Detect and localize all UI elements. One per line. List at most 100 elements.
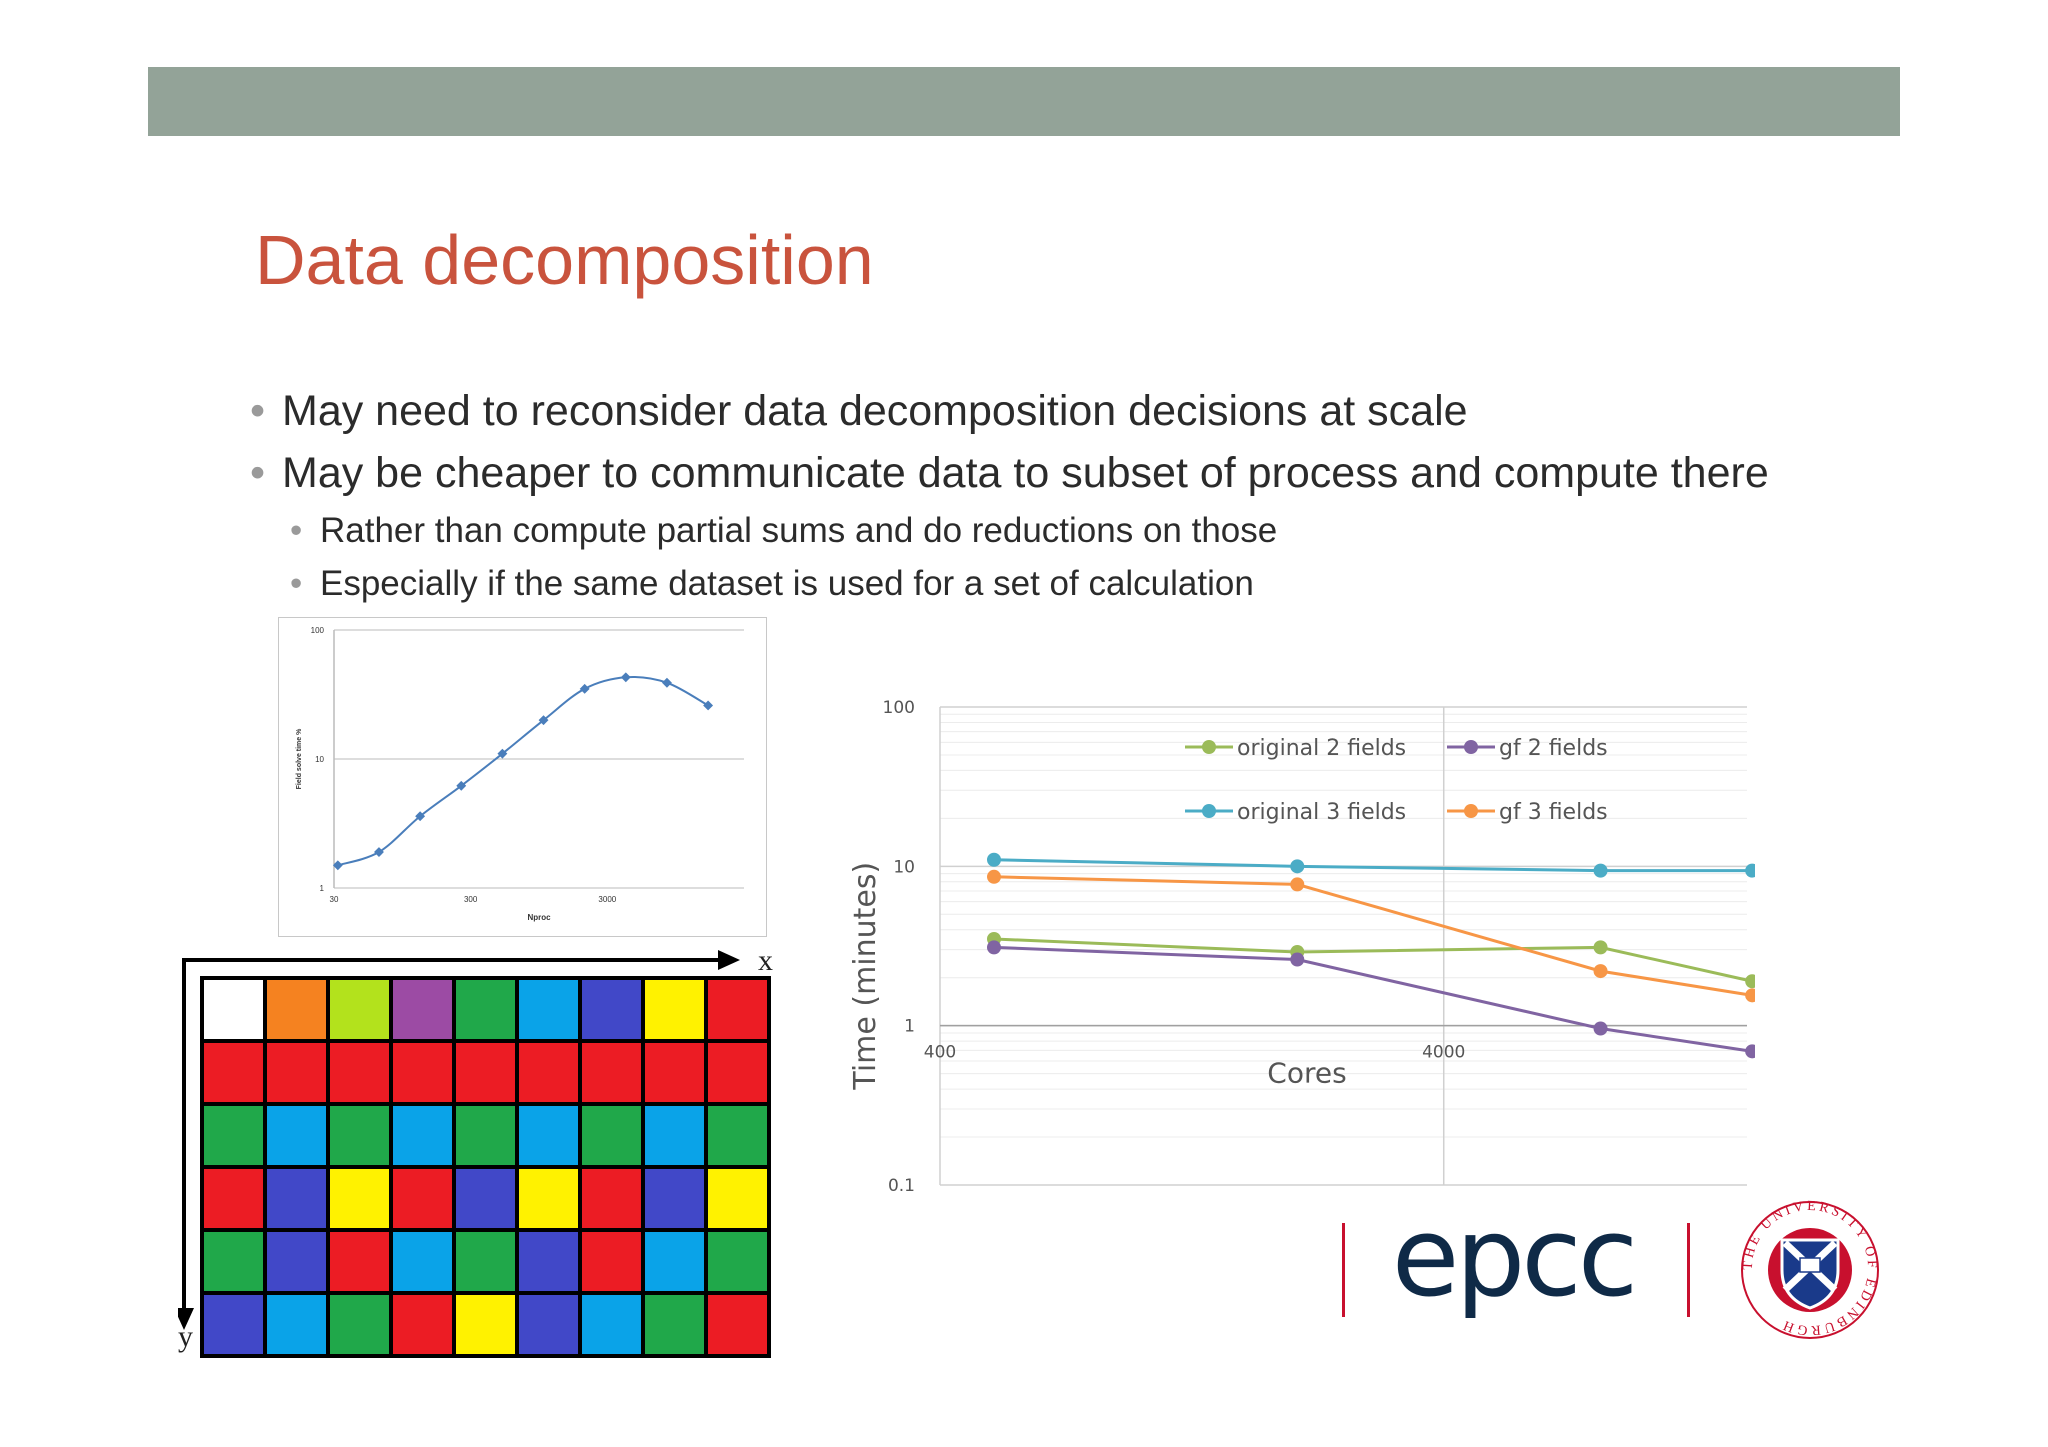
logo-wordmark: epcc xyxy=(1392,1193,1634,1321)
y-tick-label: 1 xyxy=(904,1017,915,1037)
logo-bar-left xyxy=(1342,1223,1345,1317)
bullet-dot: • xyxy=(250,387,266,435)
grid-cell xyxy=(200,1228,267,1295)
data-point xyxy=(662,677,672,688)
grid-cell xyxy=(578,1165,645,1232)
grid-cell xyxy=(641,1228,708,1295)
grid-cell xyxy=(200,1102,267,1169)
bullet-item: • May be cheaper to communicate data to s… xyxy=(250,442,1950,504)
grid-cell xyxy=(704,1291,771,1358)
y-arrow-head xyxy=(174,1308,194,1330)
data-point xyxy=(1745,988,1760,1003)
legend-label: original 2 fields xyxy=(1237,736,1406,761)
legend-label: gf 2 fields xyxy=(1499,736,1608,761)
sub-bullet-text: Especially if the same dataset is used f… xyxy=(320,564,1254,603)
x-tick-label: 4000 xyxy=(1422,1043,1465,1063)
grid-cell xyxy=(389,1039,456,1106)
grid-cell xyxy=(641,1039,708,1106)
grid-cell xyxy=(515,1228,582,1295)
grid-cell xyxy=(263,1228,330,1295)
bullet-dot: • xyxy=(290,564,303,603)
data-point xyxy=(1593,1021,1608,1036)
crest-book xyxy=(1799,1257,1821,1273)
grid-cell xyxy=(389,1228,456,1295)
x-axis-title: Cores xyxy=(1267,1057,1346,1090)
grid-cell xyxy=(263,1291,330,1358)
field-solve-chart: 1 10 100 30 300 3000 Nproc Field solve time % xyxy=(278,617,767,937)
data-point xyxy=(1593,940,1608,955)
grid-cell xyxy=(704,1228,771,1295)
grid-cell xyxy=(452,1291,519,1358)
grid-cell xyxy=(515,976,582,1043)
grid-cell xyxy=(326,976,393,1043)
grid-cell xyxy=(641,1165,708,1232)
epcc-logo-svg: epcc THE UNIVERSITY OF EDINBURGH xyxy=(1342,1193,1879,1339)
data-point xyxy=(1290,877,1305,892)
data-point xyxy=(1593,964,1608,979)
grid-cell xyxy=(326,1165,393,1232)
data-point xyxy=(538,715,549,726)
bullet-dot: • xyxy=(290,511,303,550)
legend-label: original 3 fields xyxy=(1237,800,1406,825)
grid-cell xyxy=(452,1102,519,1169)
legend-swatch-marker xyxy=(1464,804,1478,818)
x-tick-label: 30 xyxy=(330,895,339,904)
grid-cell xyxy=(200,976,267,1043)
data-point xyxy=(1290,952,1305,967)
bullet-list: • May need to reconsider data decompositi… xyxy=(250,380,1950,610)
grid-cell xyxy=(263,1039,330,1106)
grid-cell xyxy=(200,1039,267,1106)
grid-cell xyxy=(326,1228,393,1295)
grid-cell xyxy=(704,1102,771,1169)
grid-cell xyxy=(326,1039,393,1106)
legend-label: gf 3 fields xyxy=(1499,800,1608,825)
y-tick-label: 1 xyxy=(320,884,325,893)
grid-cell xyxy=(641,1102,708,1169)
grid-cell xyxy=(641,1291,708,1358)
bullet-text: May need to reconsider data decompositio… xyxy=(282,387,1468,435)
grid-cell xyxy=(641,976,708,1043)
y-tick-label: 10 xyxy=(315,755,324,764)
series-line xyxy=(993,858,1753,873)
seal-outer-ring xyxy=(1741,1201,1879,1339)
grid-cell xyxy=(452,976,519,1043)
timing-chart-svg: 0.1 1 10 100 400 4000 Cores Time (minutes) origi… xyxy=(848,698,1760,1196)
data-point xyxy=(579,683,590,694)
grid-cell xyxy=(578,1039,645,1106)
x-axis-title: Nproc xyxy=(527,913,551,922)
epcc-logo: epcc THE UNIVERSITY OF EDINBURGH xyxy=(1335,1185,1915,1355)
data-point xyxy=(1745,974,1760,989)
x-tick-label: 3000 xyxy=(598,895,616,904)
sub-bullet-item: • Rather than compute partial sums and do… xyxy=(250,504,1950,557)
grid-cell xyxy=(200,1291,267,1358)
x-tick-label: 400 xyxy=(924,1043,956,1063)
legend-swatch-marker xyxy=(1464,740,1478,754)
grid-cell xyxy=(452,1228,519,1295)
x-axis-label: x xyxy=(758,946,773,977)
data-point xyxy=(987,940,1002,955)
bullet-dot: • xyxy=(250,449,266,497)
grid-cell xyxy=(515,1102,582,1169)
data-point xyxy=(620,672,631,683)
grid-cell xyxy=(452,1039,519,1106)
data-point xyxy=(987,852,1002,867)
data-point xyxy=(497,748,508,759)
grid-cell xyxy=(263,1102,330,1169)
bullet-item: • May need to reconsider data decompositi… xyxy=(250,380,1950,442)
grid-cell xyxy=(389,1291,456,1358)
grid-cell xyxy=(704,976,771,1043)
bullet-text: May be cheaper to communicate data to su… xyxy=(282,449,1769,497)
grid-cell xyxy=(389,1102,456,1169)
series-line xyxy=(993,937,1753,983)
grid-cell xyxy=(326,1102,393,1169)
y-axis-title: Field solve time % xyxy=(296,728,303,789)
logo-bar-right xyxy=(1687,1223,1690,1317)
grid-cell xyxy=(452,1165,519,1232)
series-line xyxy=(337,676,709,867)
y-axis-title: Time (minutes) xyxy=(848,862,883,1091)
grid-cell xyxy=(704,1039,771,1106)
grid-cell xyxy=(326,1291,393,1358)
sub-bullet-text: Rather than compute partial sums and do … xyxy=(320,511,1278,550)
y-tick-label: 10 xyxy=(893,857,915,877)
